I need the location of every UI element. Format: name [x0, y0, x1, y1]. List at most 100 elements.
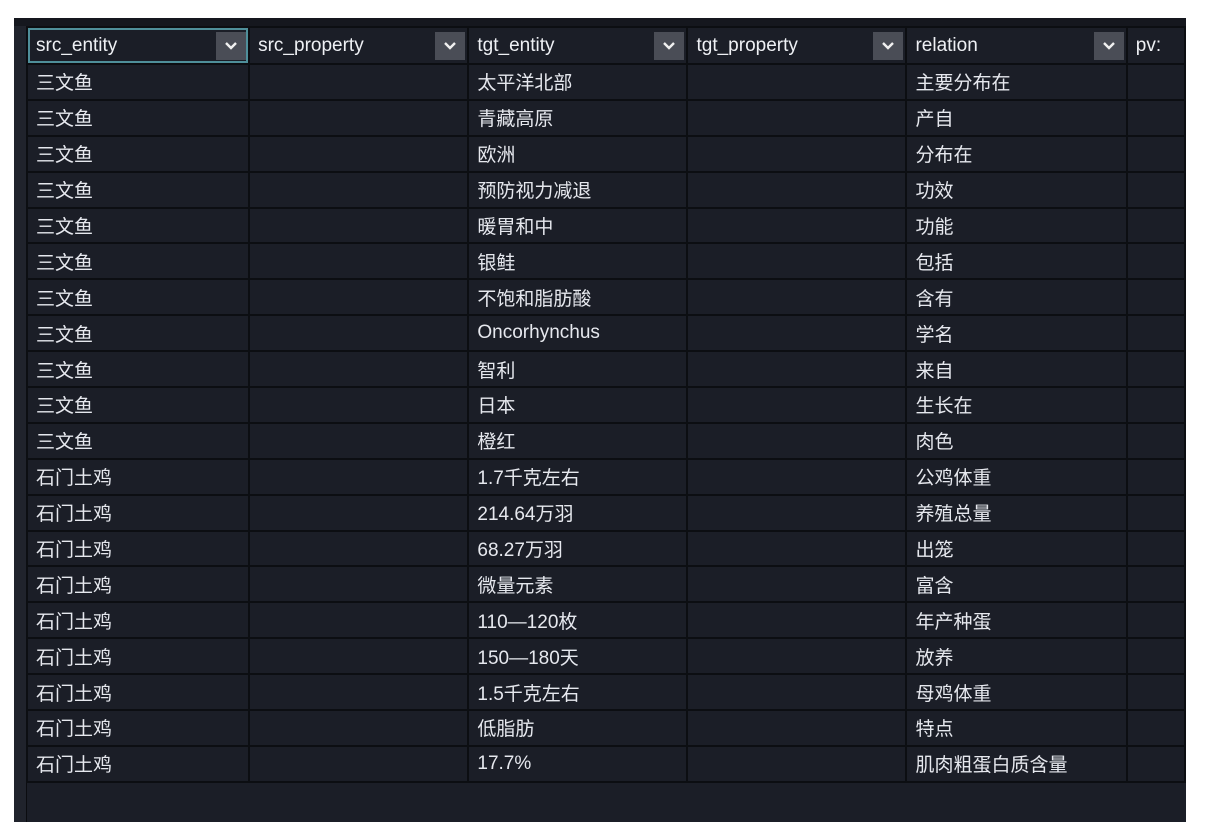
cell-src-entity[interactable]: 三文鱼 — [25, 278, 251, 317]
cell-tgt-entity[interactable]: 1.7千克左右 — [467, 457, 689, 496]
cell-src-property[interactable] — [248, 457, 470, 496]
cell-relation[interactable]: 生长在 — [905, 386, 1128, 424]
cell-tgt-entity[interactable]: 150—180天 — [467, 637, 689, 676]
cell-src-entity[interactable]: 石门土鸡 — [25, 709, 251, 747]
cell-tgt-entity[interactable]: 不饱和脂肪酸 — [467, 278, 689, 317]
cell-relation[interactable]: 年产种蛋 — [905, 601, 1128, 640]
cell-relation[interactable]: 放养 — [905, 637, 1128, 676]
cell-src-entity[interactable]: 石门土鸡 — [25, 529, 251, 568]
cell-tgt-entity[interactable]: 日本 — [467, 386, 689, 424]
cell-pv[interactable] — [1125, 314, 1186, 353]
cell-pv[interactable] — [1125, 709, 1186, 747]
cell-pv[interactable] — [1125, 134, 1186, 173]
cell-relation[interactable]: 功能 — [905, 206, 1128, 245]
chevron-down-icon[interactable] — [654, 31, 685, 60]
cell-relation[interactable]: 肉色 — [905, 421, 1128, 460]
cell-relation[interactable]: 母鸡体重 — [905, 673, 1128, 712]
cell-pv[interactable] — [1125, 673, 1186, 712]
cell-src-property[interactable] — [248, 242, 470, 281]
cell-src-property[interactable] — [248, 98, 470, 137]
cell-relation[interactable]: 产自 — [905, 98, 1128, 137]
cell-src-property[interactable] — [248, 744, 470, 783]
cell-relation[interactable]: 功效 — [905, 170, 1128, 209]
cell-pv[interactable] — [1125, 206, 1186, 245]
cell-tgt-entity[interactable]: Oncorhynchus — [467, 314, 689, 353]
cell-src-property[interactable] — [248, 350, 470, 389]
cell-tgt-entity[interactable]: 青藏高原 — [467, 98, 689, 137]
cell-src-property[interactable] — [248, 278, 470, 317]
cell-tgt-property[interactable] — [686, 350, 908, 389]
cell-src-property[interactable] — [248, 709, 470, 747]
column-header-tgt-property[interactable]: tgt_property — [686, 26, 908, 65]
cell-pv[interactable] — [1125, 493, 1186, 532]
cell-pv[interactable] — [1125, 421, 1186, 460]
cell-tgt-property[interactable] — [686, 421, 908, 460]
cell-src-entity[interactable]: 石门土鸡 — [25, 457, 251, 496]
cell-tgt-entity[interactable]: 暖胃和中 — [467, 206, 689, 245]
cell-tgt-entity[interactable]: 智利 — [467, 350, 689, 389]
cell-tgt-entity[interactable]: 68.27万羽 — [467, 529, 689, 568]
cell-src-entity[interactable]: 石门土鸡 — [25, 673, 251, 712]
chevron-down-icon[interactable] — [1093, 31, 1124, 60]
cell-tgt-property[interactable] — [686, 134, 908, 173]
cell-tgt-entity[interactable]: 橙红 — [467, 421, 689, 460]
cell-pv[interactable] — [1125, 457, 1186, 496]
cell-tgt-entity[interactable]: 1.5千克左右 — [467, 673, 689, 712]
cell-src-property[interactable] — [248, 421, 470, 460]
cell-src-property[interactable] — [248, 170, 470, 209]
cell-src-entity[interactable]: 三文鱼 — [25, 242, 251, 281]
cell-src-entity[interactable]: 三文鱼 — [25, 134, 251, 173]
cell-src-entity[interactable]: 三文鱼 — [25, 63, 251, 101]
cell-src-property[interactable] — [248, 134, 470, 173]
column-header-pv[interactable]: pv: — [1125, 26, 1186, 65]
cell-relation[interactable]: 富含 — [905, 565, 1128, 604]
cell-src-entity[interactable]: 石门土鸡 — [25, 565, 251, 604]
cell-src-property[interactable] — [248, 529, 470, 568]
cell-src-property[interactable] — [248, 206, 470, 245]
cell-relation[interactable]: 学名 — [905, 314, 1128, 353]
cell-src-property[interactable] — [248, 637, 470, 676]
cell-relation[interactable]: 含有 — [905, 278, 1128, 317]
cell-src-entity[interactable]: 三文鱼 — [25, 206, 251, 245]
cell-tgt-property[interactable] — [686, 206, 908, 245]
cell-relation[interactable]: 包括 — [905, 242, 1128, 281]
cell-tgt-property[interactable] — [686, 457, 908, 496]
column-header-tgt-entity[interactable]: tgt_entity — [467, 26, 689, 65]
cell-relation[interactable]: 养殖总量 — [905, 493, 1128, 532]
cell-src-property[interactable] — [248, 493, 470, 532]
column-header-src-entity[interactable]: src_entity — [25, 26, 251, 65]
cell-tgt-property[interactable] — [686, 386, 908, 424]
cell-pv[interactable] — [1125, 386, 1186, 424]
cell-tgt-property[interactable] — [686, 63, 908, 101]
cell-tgt-entity[interactable]: 银鲑 — [467, 242, 689, 281]
cell-src-property[interactable] — [248, 63, 470, 101]
cell-src-property[interactable] — [248, 601, 470, 640]
cell-tgt-property[interactable] — [686, 637, 908, 676]
column-header-relation[interactable]: relation — [905, 26, 1128, 65]
chevron-down-icon[interactable] — [435, 31, 466, 60]
cell-tgt-property[interactable] — [686, 314, 908, 353]
cell-pv[interactable] — [1125, 529, 1186, 568]
cell-src-entity[interactable]: 三文鱼 — [25, 421, 251, 460]
cell-src-entity[interactable]: 三文鱼 — [25, 350, 251, 389]
cell-src-entity[interactable]: 石门土鸡 — [25, 744, 251, 783]
cell-pv[interactable] — [1125, 98, 1186, 137]
cell-tgt-property[interactable] — [686, 242, 908, 281]
cell-tgt-property[interactable] — [686, 673, 908, 712]
cell-relation[interactable]: 来自 — [905, 350, 1128, 389]
cell-tgt-property[interactable] — [686, 744, 908, 783]
cell-pv[interactable] — [1125, 278, 1186, 317]
cell-tgt-property[interactable] — [686, 278, 908, 317]
cell-relation[interactable]: 特点 — [905, 709, 1128, 747]
cell-tgt-entity[interactable]: 214.64万羽 — [467, 493, 689, 532]
cell-tgt-entity[interactable]: 欧洲 — [467, 134, 689, 173]
cell-tgt-property[interactable] — [686, 170, 908, 209]
cell-relation[interactable]: 公鸡体重 — [905, 457, 1128, 496]
cell-src-entity[interactable]: 三文鱼 — [25, 170, 251, 209]
cell-relation[interactable]: 主要分布在 — [905, 63, 1128, 101]
cell-src-entity[interactable]: 石门土鸡 — [25, 601, 251, 640]
cell-pv[interactable] — [1125, 637, 1186, 676]
cell-pv[interactable] — [1125, 601, 1186, 640]
cell-tgt-entity[interactable]: 17.7% — [467, 744, 689, 783]
cell-tgt-entity[interactable]: 低脂肪 — [467, 709, 689, 747]
